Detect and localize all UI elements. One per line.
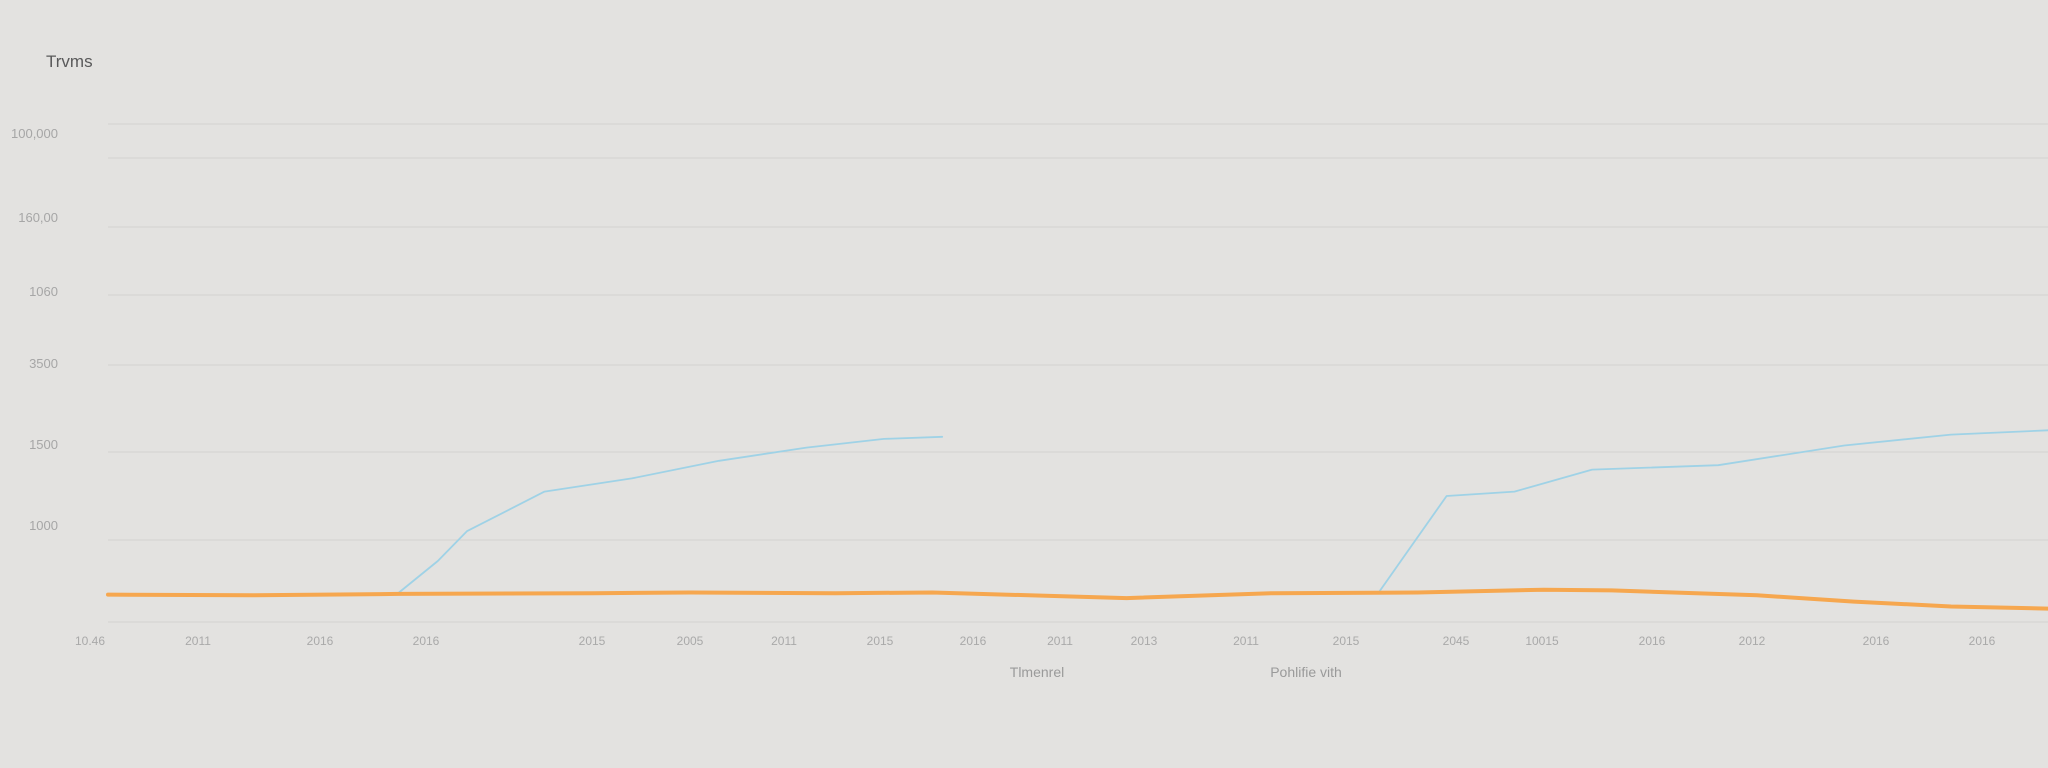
x-tick-label: 2016 — [960, 634, 987, 648]
x-tick-label: 10015 — [1525, 634, 1559, 648]
y-tick-label: 3500 — [29, 356, 58, 371]
x-tick-label: 2011 — [1047, 634, 1073, 648]
x-tick-label: 2016 — [307, 634, 334, 648]
x-tick-label: 2045 — [1443, 634, 1470, 648]
series-line-tlmenrel — [398, 435, 944, 594]
x-tick-label: 2016 — [1863, 634, 1890, 648]
y-tick-label: 1000 — [29, 518, 58, 533]
x-tick-label: 2015 — [867, 634, 894, 648]
x-tick-label: 2005 — [677, 634, 704, 648]
series-line-tlmenrel — [1377, 429, 2048, 594]
x-tick-label: 2016 — [1639, 634, 1666, 648]
chart-title: Trvms — [46, 52, 93, 71]
y-tick-label: 160,00 — [18, 210, 58, 225]
y-tick-label: 1500 — [29, 437, 58, 452]
y-tick-label: 1060 — [29, 284, 58, 299]
x-tick-label: 2013 — [1131, 634, 1158, 648]
legend-label: Pohlifie vith — [1270, 664, 1342, 680]
x-tick-label: 2011 — [185, 634, 211, 648]
x-tick-label: 2015 — [579, 634, 606, 648]
x-tick-label: 2011 — [1233, 634, 1259, 648]
x-tick-label: 2011 — [771, 634, 797, 648]
x-tick-label: 2015 — [1333, 634, 1360, 648]
x-tick-label: 10.46 — [75, 634, 105, 648]
y-tick-label: 100,000 — [11, 126, 58, 141]
series-line-pohlifie-vith — [106, 587, 2048, 611]
x-tick-label: 2016 — [413, 634, 440, 648]
legend-label: Tlmenrel — [1010, 664, 1064, 680]
x-tick-label: 2016 — [1969, 634, 1996, 648]
x-tick-label: 2012 — [1739, 634, 1766, 648]
